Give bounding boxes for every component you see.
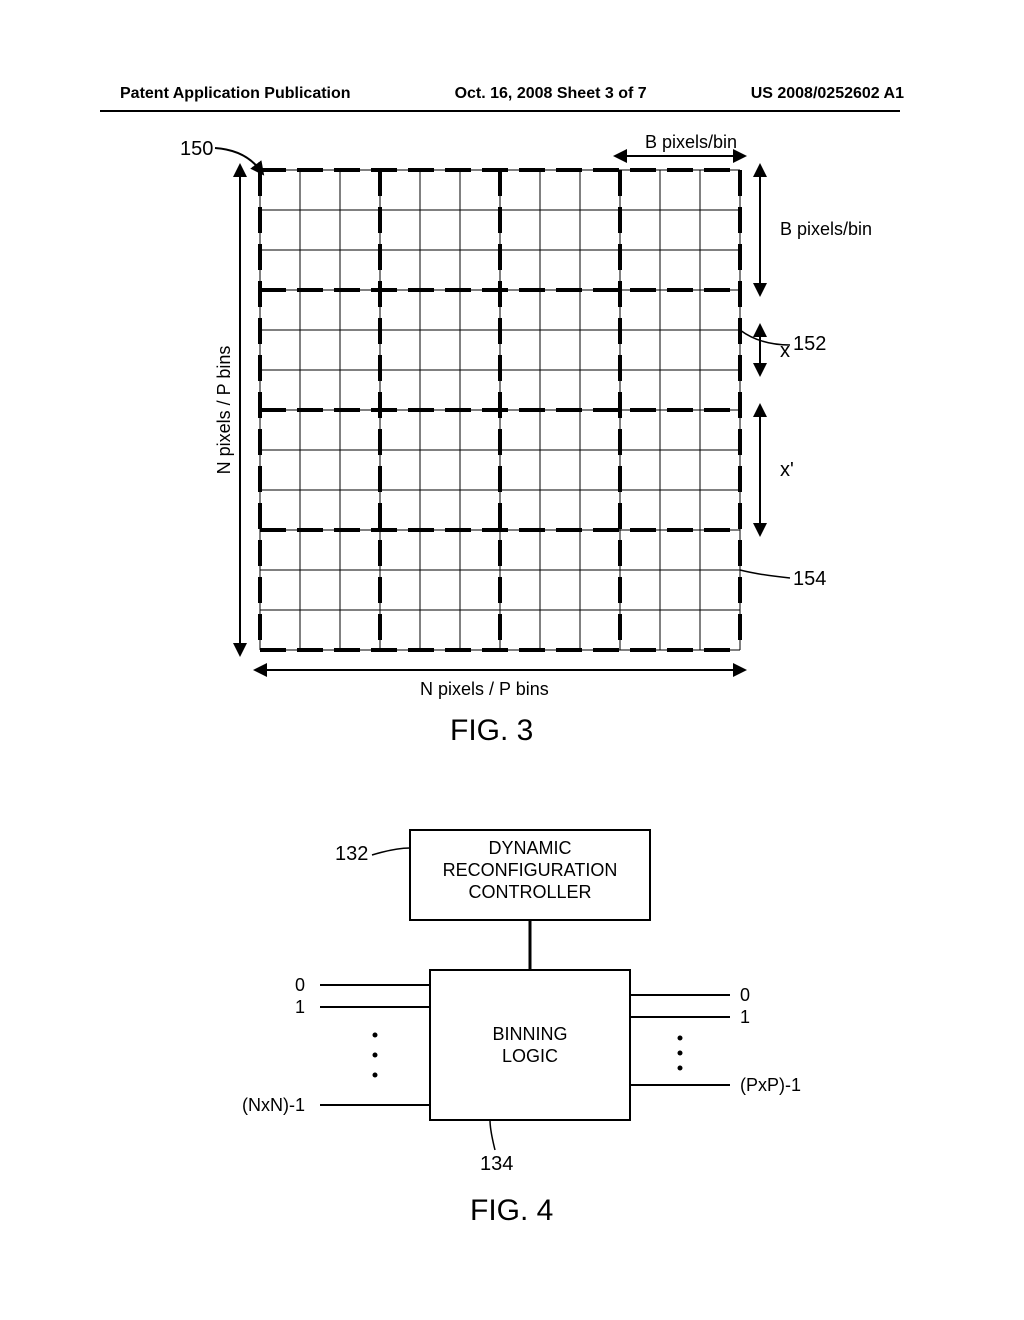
- ref-154-leader: [740, 570, 790, 578]
- ref-150-arrow: [215, 148, 260, 170]
- output-last: (PxP)-1: [740, 1075, 801, 1095]
- b-top-label: B pixels/bin: [645, 132, 737, 152]
- header-left: Patent Application Publication: [120, 85, 351, 103]
- ref-152: 152: [793, 333, 826, 355]
- n-left-label: N pixels / P bins: [214, 346, 234, 475]
- header-center: Oct. 16, 2008 Sheet 3 of 7: [455, 85, 647, 103]
- ref-150: 150: [180, 138, 213, 160]
- ref-132-leader: [372, 848, 410, 855]
- box-top-line2: RECONFIGURATION: [443, 860, 618, 880]
- box-top-line1: DYNAMIC: [488, 838, 571, 858]
- page-header: Patent Application Publication Oct. 16, …: [0, 85, 1024, 103]
- output-1: 1: [740, 1007, 750, 1027]
- x-label: x: [780, 340, 790, 362]
- box-bottom-line1: BINNING: [492, 1024, 567, 1044]
- fig4-svg: DYNAMIC RECONFIGURATION CONTROLLER 132 B…: [160, 810, 860, 1240]
- fig4-label: FIG. 4: [470, 1194, 553, 1227]
- n-bottom-label: N pixels / P bins: [420, 679, 549, 699]
- input-last: (NxN)-1: [242, 1095, 305, 1115]
- fig3-svg: 150 B pixels/bin B pixels/bin 152 x x' 1…: [120, 130, 900, 750]
- header-rule: [100, 110, 900, 112]
- ref-134: 134: [480, 1153, 513, 1175]
- box-bottom-line2: LOGIC: [502, 1046, 558, 1066]
- ref-134-leader: [490, 1120, 495, 1150]
- ref-154: 154: [793, 568, 826, 590]
- ref-132: 132: [335, 843, 368, 865]
- box-top-line3: CONTROLLER: [468, 882, 591, 902]
- xprime-label: x': [780, 459, 794, 481]
- binning-logic-box: [430, 970, 630, 1120]
- figure-4: DYNAMIC RECONFIGURATION CONTROLLER 132 B…: [160, 810, 860, 1240]
- header-right: US 2008/0252602 A1: [751, 85, 904, 103]
- figure-3: 150 B pixels/bin B pixels/bin 152 x x' 1…: [120, 130, 900, 750]
- b-right-label: B pixels/bin: [780, 219, 872, 239]
- input-0: 0: [295, 975, 305, 995]
- input-1: 1: [295, 997, 305, 1017]
- output-0: 0: [740, 985, 750, 1005]
- fig3-label: FIG. 3: [450, 714, 533, 747]
